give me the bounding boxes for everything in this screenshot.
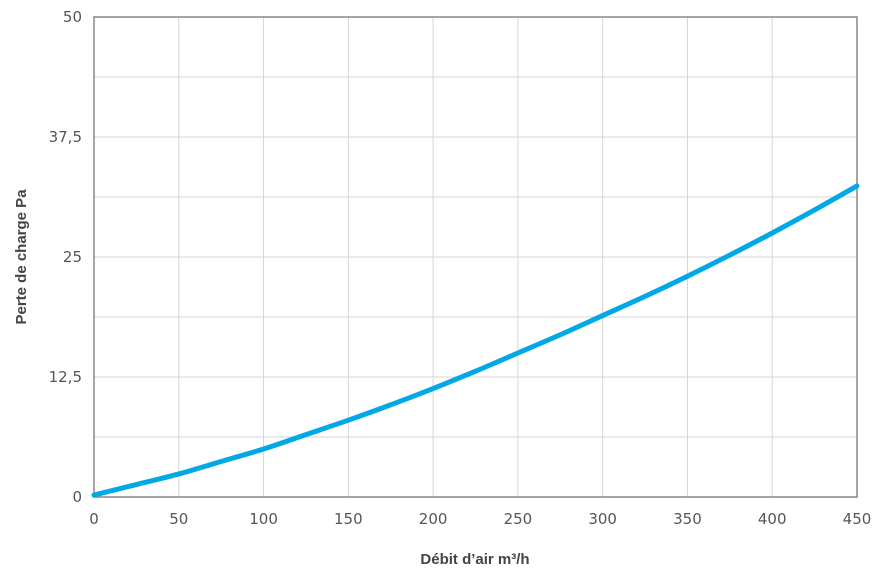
x-tick-label-7: 350 [673, 510, 702, 528]
x-axis-title: Débit d’air m³/h [420, 551, 529, 568]
x-tick-labels: 0 50 100 150 200 250 300 350 400 450 [89, 510, 871, 528]
plot-frame [93, 16, 858, 498]
x-tick-label-5: 250 [504, 510, 533, 528]
grid-lines [94, 17, 857, 497]
series-line [91, 183, 860, 498]
y-tick-label-1: 12,5 [49, 368, 82, 386]
y-tick-label-4: 50 [63, 8, 82, 26]
y-tick-label-2: 25 [63, 248, 82, 266]
x-tick-label-4: 200 [419, 510, 448, 528]
y-tick-label-0: 0 [72, 488, 82, 506]
x-tick-label-9: 450 [843, 510, 872, 528]
y-tick-labels: 0 12,5 25 37,5 50 [49, 8, 82, 506]
y-tick-label-3: 37,5 [49, 128, 82, 146]
x-tick-label-8: 400 [758, 510, 787, 528]
x-tick-label-0: 0 [89, 510, 99, 528]
x-tick-label-1: 50 [169, 510, 188, 528]
x-tick-label-6: 300 [588, 510, 617, 528]
x-tick-label-3: 150 [334, 510, 363, 528]
y-axis-title: Perte de charge Pa [13, 189, 30, 325]
x-tick-label-2: 100 [249, 510, 278, 528]
